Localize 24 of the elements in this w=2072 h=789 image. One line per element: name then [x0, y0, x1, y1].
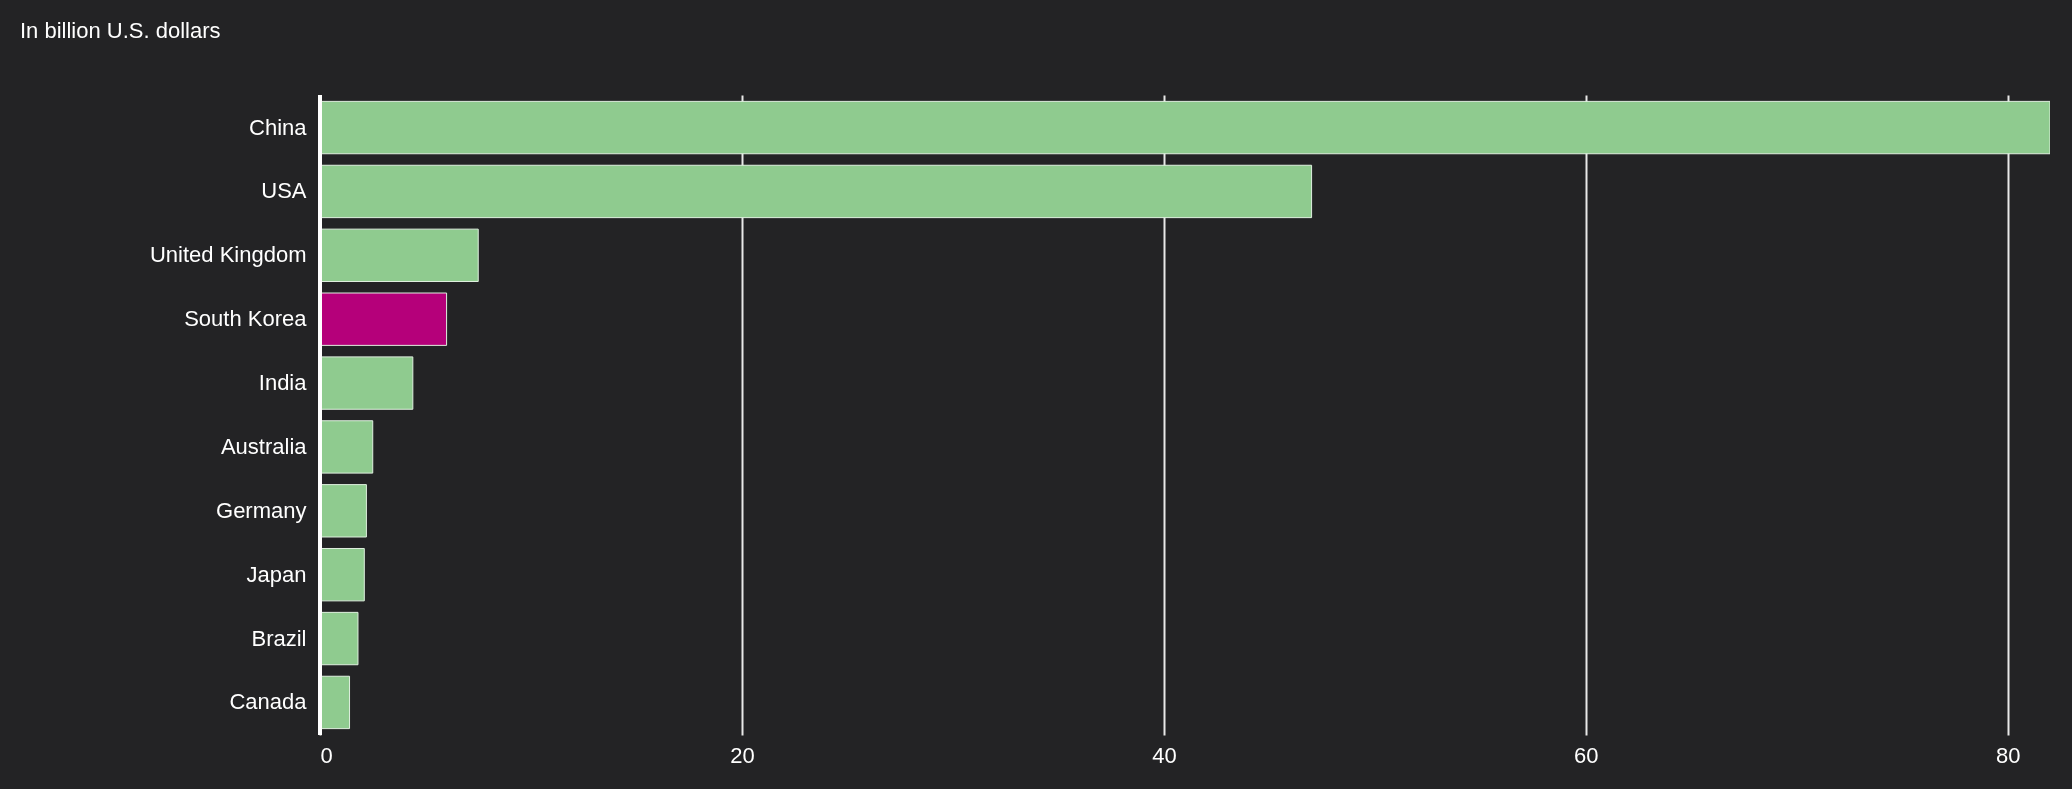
bar — [320, 484, 367, 538]
bar — [320, 356, 414, 410]
bar — [320, 547, 365, 602]
y-tick-label: India — [258, 370, 308, 396]
x-tick-label: 0 — [320, 742, 333, 768]
y-tick-label: Brazil — [251, 625, 307, 651]
y-tick-label: USA — [261, 178, 307, 204]
y-tick-label: Germany — [216, 497, 307, 523]
x-tick-label: 20 — [730, 742, 755, 768]
bar — [320, 675, 351, 730]
bar — [320, 228, 479, 283]
x-tick-label: 40 — [1152, 742, 1177, 768]
y-tick-label: Australia — [220, 433, 308, 459]
bar — [320, 611, 359, 666]
x-tick-label: 80 — [1996, 742, 2021, 768]
bar — [320, 420, 374, 474]
y-tick-label: Japan — [246, 561, 307, 587]
y-tick-label: China — [249, 114, 308, 140]
y-tick-label: Canada — [229, 689, 308, 715]
bar — [320, 292, 448, 346]
y-tick-label: South Korea — [184, 306, 308, 332]
x-tick-label: 60 — [1574, 742, 1599, 768]
y-tick-label: United Kingdom — [149, 242, 307, 268]
text: In billion U.S. dollars — [20, 18, 221, 43]
